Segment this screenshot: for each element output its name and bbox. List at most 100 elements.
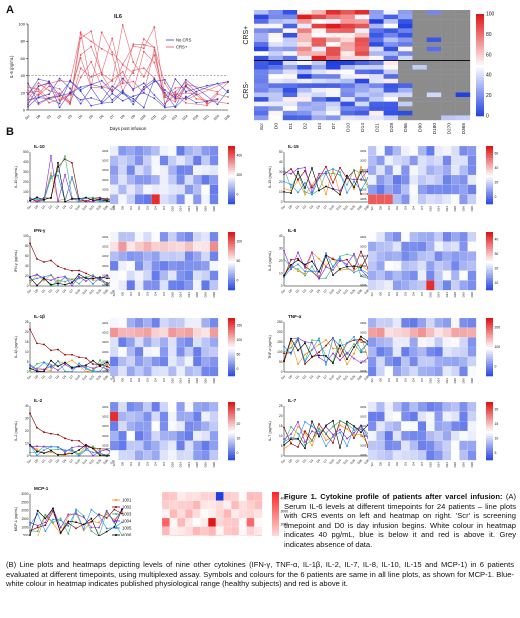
heatmap-cell	[340, 51, 355, 57]
x-tick-label: D4	[317, 123, 323, 129]
heatmap-cell	[254, 517, 263, 527]
data-point	[106, 274, 108, 277]
data-point	[71, 269, 73, 272]
data-point	[227, 91, 229, 94]
data-point	[64, 451, 66, 454]
heatmap-cell	[168, 194, 177, 205]
heatmap-cell	[118, 155, 127, 166]
heatmap-cell	[297, 46, 312, 52]
colorbar-segment	[228, 282, 235, 286]
x-tick-label: D4	[316, 288, 322, 294]
colorbar-segment	[486, 162, 493, 166]
y-axis-label: IL-1β (pg/mL)	[14, 336, 18, 358]
data-point	[332, 442, 334, 444]
data-point	[69, 102, 72, 105]
heatmap-cell	[442, 401, 452, 412]
heatmap-cell	[354, 110, 370, 116]
heatmap-cell	[367, 337, 377, 348]
heatmap-cell	[467, 231, 477, 242]
heatmap-cell	[209, 366, 219, 377]
data-point	[57, 200, 59, 203]
heatmap-cell	[134, 194, 144, 205]
data-point	[304, 430, 306, 433]
heatmap-cell	[401, 450, 410, 461]
data-point	[332, 435, 334, 438]
x-tick-label: D9	[130, 114, 136, 120]
row-group-label: CRS+	[243, 26, 250, 45]
x-tick-label: D6	[99, 114, 105, 120]
heatmap-cell	[459, 430, 468, 441]
x-tick-label: D7	[323, 458, 329, 464]
heatmap-cell	[417, 260, 427, 271]
heatmap-cell	[223, 535, 232, 536]
data-point	[132, 69, 135, 72]
heat-x-tick-label: D10	[428, 292, 432, 298]
heatmap-cell	[159, 145, 169, 156]
heatmap-cell	[151, 430, 161, 441]
heatmap-cell	[455, 101, 471, 107]
heatmap-cell	[412, 110, 427, 116]
heatmap-cell	[409, 317, 419, 328]
y-tick-label: 100	[23, 190, 29, 194]
data-point	[216, 93, 219, 95]
data-point	[304, 193, 306, 196]
colorbar-segment	[476, 95, 484, 99]
x-tick-label: D11	[150, 114, 157, 121]
data-point	[339, 431, 341, 434]
data-point	[100, 31, 103, 34]
heatmap-cell	[282, 14, 298, 20]
y-tick-label: 150	[277, 340, 283, 344]
x-tick-label: D14	[335, 204, 342, 211]
colorbar-segment	[228, 409, 235, 412]
colorbar-segment	[486, 277, 493, 281]
heatmap-cell	[297, 42, 312, 47]
heatmap-cell	[208, 500, 217, 510]
y-axis-label: TNF-α (pg/mL)	[268, 335, 272, 359]
x-tick-label: D1	[41, 458, 47, 464]
data-point	[85, 370, 87, 373]
heatmap-cell	[151, 231, 161, 242]
heatmap-cell	[340, 101, 355, 107]
x-tick-label: D4	[316, 204, 322, 210]
data-point	[290, 258, 292, 261]
data-point	[283, 276, 285, 279]
colorbar-segment	[228, 416, 235, 420]
heatmap-cell	[369, 106, 384, 112]
colorbar-segment	[486, 330, 493, 333]
x-tick-label: D4	[316, 458, 322, 464]
data-point	[206, 104, 208, 107]
heatmap-cell	[412, 55, 427, 61]
heatmap-cell	[176, 174, 186, 185]
heatmap-cell	[409, 411, 419, 422]
data-point	[36, 426, 38, 429]
data-point	[283, 274, 285, 277]
patient-row-label: 1001	[102, 405, 109, 409]
heatmap-cell	[168, 280, 177, 291]
data-point	[142, 67, 145, 70]
heatmap-cell	[376, 430, 385, 441]
heatmap-cell	[118, 411, 127, 422]
data-point	[90, 520, 93, 523]
heatmap-cell	[268, 14, 283, 20]
heatmap-cell	[340, 92, 355, 98]
x-tick-label: D90	[109, 204, 116, 211]
data-point	[50, 283, 52, 286]
heatmap-cell	[392, 327, 402, 338]
colorbar-segment	[486, 339, 493, 343]
data-point	[71, 366, 73, 369]
heat-x-tick-label: D0	[378, 378, 382, 382]
heatmap-cell	[193, 440, 202, 451]
heatmap-cell	[369, 69, 384, 75]
heatmap-cell	[109, 450, 119, 461]
heatmap-cell	[311, 69, 327, 75]
heatmap-cell	[193, 194, 202, 205]
heatmap-cell	[354, 69, 370, 75]
data-point	[71, 370, 73, 373]
heatmap-cell	[143, 231, 152, 242]
heatmap-cell	[282, 74, 298, 79]
panel-b-letter: B	[6, 126, 14, 138]
y-tick-label: 10	[25, 350, 29, 354]
heatmap-cell	[441, 87, 456, 93]
colorbar-segment	[486, 409, 493, 412]
heatmap-cell	[134, 346, 144, 357]
